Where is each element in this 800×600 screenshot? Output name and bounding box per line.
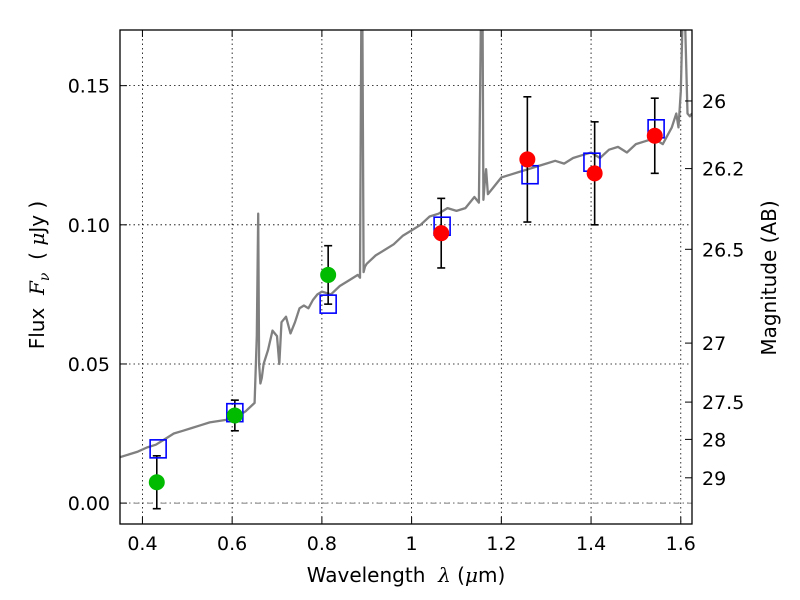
- x-tick-label: 1.4: [576, 533, 606, 555]
- tick-labels: 0.4 0.6 0.8 1 1.2 1.4 1.6 0.00 0.05 0.10 0.15 26 26.…: [68, 76, 745, 555]
- y2-tick-label: 27: [702, 333, 726, 355]
- model-flux-square: [149, 439, 167, 459]
- observed-flux-point: [646, 127, 663, 144]
- y-tick-label: 0.15: [68, 76, 110, 98]
- plot-frame: [119, 29, 693, 525]
- y2-tick-label: 26: [702, 91, 726, 113]
- x-tick-label: 0.4: [127, 533, 157, 555]
- observed-flux-point: [586, 165, 603, 182]
- x-tick-label: 1.2: [486, 533, 516, 555]
- y-tick-label: 0.10: [68, 215, 110, 237]
- model-flux-square: [319, 294, 337, 314]
- observed-flux-point: [519, 151, 536, 168]
- y2-tick-label: 27.5: [702, 392, 744, 414]
- y2-tick-label: 26.5: [702, 239, 744, 261]
- y-tick-label: 0.00: [68, 493, 110, 515]
- observed-flux-point: [148, 474, 165, 491]
- model-spectrum: [120, 30, 692, 459]
- y2-tick-label: 29: [702, 468, 726, 490]
- x-tick-label: 0.8: [307, 533, 337, 555]
- y-tick-label: 0.05: [68, 354, 110, 376]
- y2-tick-label: 26.2: [702, 159, 744, 181]
- observed-flux-point: [320, 266, 337, 283]
- y2-tick-label: 28: [702, 429, 726, 451]
- x-tick-label: 0.6: [217, 533, 247, 555]
- axis-ticks: [120, 30, 692, 524]
- spectrum-line: [120, 30, 692, 459]
- observed-photometry-markers: [148, 127, 663, 491]
- y2-axis-label: Magnitude (AB): [757, 200, 781, 355]
- observed-flux-point: [226, 407, 243, 424]
- x-tick-label: 1.6: [666, 533, 696, 555]
- observed-flux-point: [433, 225, 450, 242]
- x-tick-label: 1: [406, 533, 418, 555]
- y-axis-label: Flux Fν ( μJy ): [25, 201, 53, 350]
- x-axis-label: Wavelength λ (μm): [307, 563, 506, 587]
